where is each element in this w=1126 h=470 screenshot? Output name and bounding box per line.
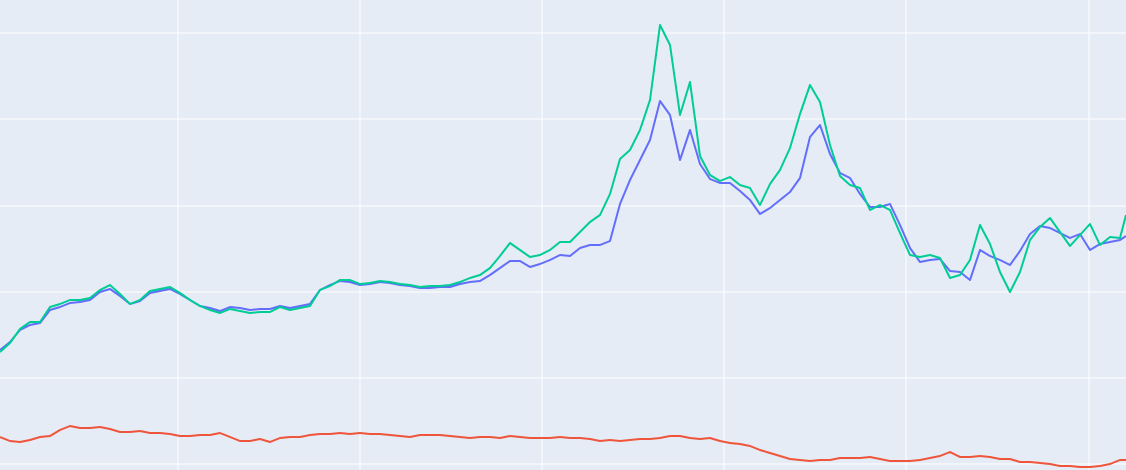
series-line-1 bbox=[0, 24, 1126, 353]
series-line-2 bbox=[0, 425, 1126, 468]
series-lines bbox=[0, 24, 1126, 468]
